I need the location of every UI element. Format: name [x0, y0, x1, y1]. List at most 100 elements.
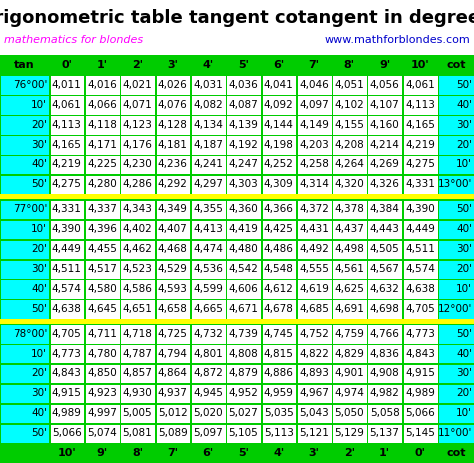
- Text: 4,102: 4,102: [335, 100, 364, 110]
- Bar: [263, 201, 296, 219]
- Text: 4,752: 4,752: [299, 329, 329, 338]
- Text: 4,097: 4,097: [299, 100, 329, 110]
- Text: 4,082: 4,082: [193, 100, 223, 110]
- Text: 4,275: 4,275: [405, 159, 435, 169]
- Bar: [263, 405, 296, 423]
- Text: 4,645: 4,645: [87, 304, 117, 314]
- Bar: [298, 300, 332, 319]
- Text: 4,208: 4,208: [335, 139, 364, 150]
- Bar: [368, 136, 402, 155]
- Text: 50': 50': [31, 179, 47, 189]
- Bar: [263, 176, 296, 194]
- Bar: [1, 76, 49, 95]
- Text: 4,498: 4,498: [334, 244, 364, 254]
- Bar: [439, 261, 474, 279]
- Text: 4,134: 4,134: [193, 119, 223, 130]
- Bar: [121, 365, 155, 383]
- Bar: [263, 261, 296, 279]
- Text: 4,937: 4,937: [158, 388, 188, 398]
- Bar: [439, 345, 474, 363]
- Bar: [368, 116, 402, 135]
- Text: 4,915: 4,915: [405, 369, 435, 378]
- Bar: [1, 425, 49, 443]
- Bar: [263, 221, 296, 239]
- Bar: [227, 281, 261, 299]
- Text: 4,225: 4,225: [87, 159, 117, 169]
- Bar: [439, 136, 474, 155]
- Text: 4,437: 4,437: [334, 224, 364, 234]
- Bar: [404, 261, 438, 279]
- Text: 5,020: 5,020: [193, 408, 223, 418]
- Bar: [439, 56, 474, 75]
- Text: 4,574: 4,574: [52, 284, 82, 294]
- Text: 4,056: 4,056: [370, 80, 400, 90]
- Bar: [121, 345, 155, 363]
- Bar: [86, 365, 120, 383]
- Bar: [227, 385, 261, 403]
- Text: 9': 9': [379, 60, 390, 70]
- Bar: [404, 325, 438, 344]
- Text: 50': 50': [456, 80, 472, 90]
- Bar: [263, 345, 296, 363]
- Text: 4,292: 4,292: [158, 179, 188, 189]
- Bar: [86, 136, 120, 155]
- Bar: [333, 156, 367, 175]
- Bar: [404, 444, 438, 463]
- Bar: [51, 221, 84, 239]
- Bar: [1, 201, 49, 219]
- Text: 4,449: 4,449: [405, 224, 435, 234]
- Bar: [1, 241, 49, 259]
- Bar: [298, 96, 332, 115]
- Bar: [86, 405, 120, 423]
- Bar: [1, 444, 49, 463]
- Text: 4,632: 4,632: [370, 284, 400, 294]
- Text: 4,113: 4,113: [52, 119, 82, 130]
- Text: 4,468: 4,468: [158, 244, 188, 254]
- Bar: [404, 116, 438, 135]
- Text: 4,016: 4,016: [87, 80, 117, 90]
- Bar: [227, 300, 261, 319]
- Bar: [368, 261, 402, 279]
- Text: 4,678: 4,678: [264, 304, 293, 314]
- Text: 4,843: 4,843: [52, 369, 82, 378]
- Text: 4,901: 4,901: [335, 369, 364, 378]
- Text: 4,247: 4,247: [228, 159, 258, 169]
- Text: 4,474: 4,474: [193, 244, 223, 254]
- Bar: [368, 221, 402, 239]
- Text: 4,967: 4,967: [299, 388, 329, 398]
- Bar: [86, 156, 120, 175]
- Text: 4,529: 4,529: [158, 264, 188, 274]
- Bar: [121, 241, 155, 259]
- Bar: [439, 385, 474, 403]
- Text: 40': 40': [456, 100, 472, 110]
- Bar: [368, 425, 402, 443]
- Bar: [368, 76, 402, 95]
- Bar: [404, 176, 438, 194]
- Text: 76°00': 76°00': [13, 80, 47, 90]
- Bar: [227, 176, 261, 194]
- Text: 4,773: 4,773: [405, 329, 435, 338]
- Text: 4,061: 4,061: [52, 100, 82, 110]
- Text: 4,343: 4,343: [122, 204, 152, 214]
- Text: 5,043: 5,043: [299, 408, 329, 418]
- Bar: [439, 96, 474, 115]
- Bar: [298, 444, 332, 463]
- Bar: [333, 136, 367, 155]
- Bar: [227, 156, 261, 175]
- Bar: [121, 405, 155, 423]
- Text: 4,331: 4,331: [52, 204, 82, 214]
- Text: 4,574: 4,574: [405, 264, 435, 274]
- Bar: [439, 116, 474, 135]
- Bar: [404, 56, 438, 75]
- Bar: [404, 76, 438, 95]
- Bar: [404, 300, 438, 319]
- Text: 4,952: 4,952: [228, 388, 258, 398]
- Text: 6': 6': [202, 448, 214, 458]
- Text: 4,872: 4,872: [193, 369, 223, 378]
- Bar: [0, 0, 474, 55]
- Bar: [121, 156, 155, 175]
- Text: 40': 40': [31, 284, 47, 294]
- Text: 4,076: 4,076: [158, 100, 188, 110]
- Bar: [404, 201, 438, 219]
- Text: 4,651: 4,651: [122, 304, 152, 314]
